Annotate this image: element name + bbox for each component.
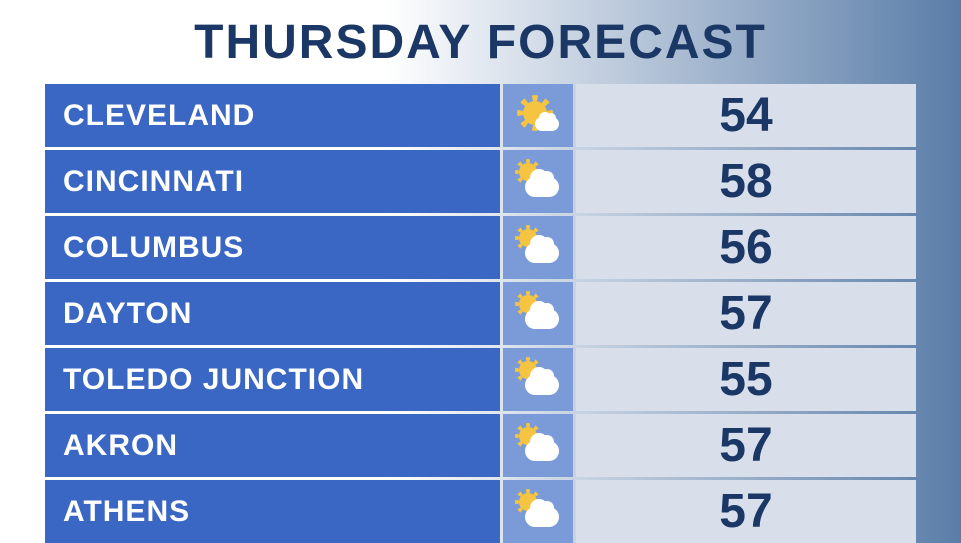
weather-icon-cell <box>503 348 573 411</box>
temperature-value: 57 <box>576 414 916 477</box>
temperature-value: 54 <box>576 84 916 147</box>
forecast-table: CLEVELAND 54 CINCINNATI 58 COLUMBUS 56 DAYTON 5… <box>45 84 916 543</box>
temperature-value: 58 <box>576 150 916 213</box>
forecast-row: TOLEDO JUNCTION 55 <box>45 348 916 411</box>
city-name: TOLEDO JUNCTION <box>45 348 500 411</box>
cloud-icon <box>525 441 559 461</box>
temperature-value: 55 <box>576 348 916 411</box>
forecast-row: AKRON 57 <box>45 414 916 477</box>
weather-icon-cell <box>503 216 573 279</box>
partly-cloudy-icon <box>513 355 563 405</box>
weather-icon-cell <box>503 414 573 477</box>
sunny-icon <box>513 91 563 141</box>
cloud-icon <box>525 177 559 197</box>
forecast-row: CLEVELAND 54 <box>45 84 916 147</box>
cloud-icon <box>525 375 559 395</box>
city-name: CINCINNATI <box>45 150 500 213</box>
cloud-icon <box>535 117 559 131</box>
partly-cloudy-icon <box>513 421 563 471</box>
forecast-row: CINCINNATI 58 <box>45 150 916 213</box>
partly-cloudy-icon <box>513 289 563 339</box>
partly-cloudy-icon <box>513 487 563 537</box>
cloud-icon <box>525 309 559 329</box>
forecast-row: COLUMBUS 56 <box>45 216 916 279</box>
weather-icon-cell <box>503 480 573 543</box>
weather-icon-cell <box>503 282 573 345</box>
city-name: COLUMBUS <box>45 216 500 279</box>
city-name: AKRON <box>45 414 500 477</box>
weather-icon-cell <box>503 84 573 147</box>
partly-cloudy-icon <box>513 223 563 273</box>
temperature-value: 57 <box>576 282 916 345</box>
partly-cloudy-icon <box>513 157 563 207</box>
temperature-value: 56 <box>576 216 916 279</box>
weather-icon-cell <box>503 150 573 213</box>
forecast-panel: THURSDAY FORECAST CLEVELAND 54 CINCINNATI 5… <box>0 0 961 540</box>
forecast-title: THURSDAY FORECAST <box>45 15 916 70</box>
forecast-row: ATHENS 57 <box>45 480 916 543</box>
city-name: DAYTON <box>45 282 500 345</box>
cloud-icon <box>525 243 559 263</box>
cloud-icon <box>525 507 559 527</box>
city-name: CLEVELAND <box>45 84 500 147</box>
forecast-row: DAYTON 57 <box>45 282 916 345</box>
temperature-value: 57 <box>576 480 916 543</box>
city-name: ATHENS <box>45 480 500 543</box>
